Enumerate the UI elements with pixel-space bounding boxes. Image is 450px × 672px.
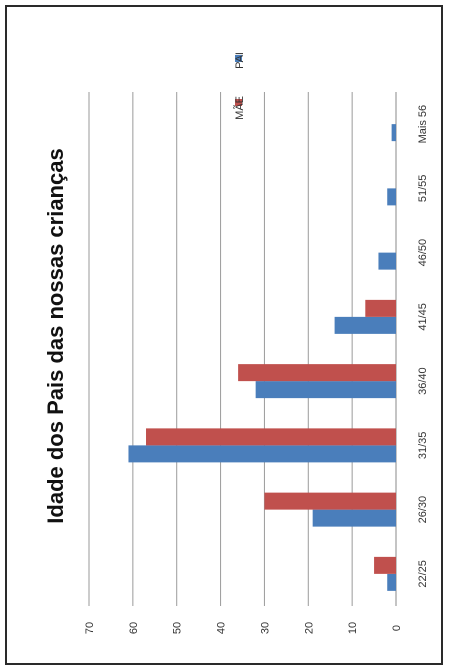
category-tick-label: 46/50 <box>417 239 429 267</box>
legend-swatch <box>235 55 242 62</box>
chart-title: Idade dos Pais das nossas crianças <box>43 148 68 523</box>
gridlines <box>88 92 397 606</box>
bar-pai <box>387 573 396 591</box>
bar-mae <box>374 556 396 574</box>
legend-swatch <box>235 99 242 106</box>
bar-pai <box>391 124 396 142</box>
bar-pai <box>334 316 396 334</box>
legend-label: MÃE <box>233 96 246 120</box>
value-axis-ticks: 0 10 20 30 40 50 60 70 <box>84 622 403 634</box>
category-axis-labels: 22/25 26/30 31/35 36/40 41/45 46/50 51/55 Mais … <box>417 105 429 588</box>
value-tick-label: 60 <box>128 622 140 634</box>
bar-mae <box>365 299 396 317</box>
category-tick-label: 36/40 <box>417 367 429 395</box>
value-tick-label: 30 <box>259 622 271 634</box>
category-tick-label: 22/25 <box>417 560 429 588</box>
value-tick-label: 20 <box>303 622 315 634</box>
value-tick-label: 0 <box>391 625 403 631</box>
legend: PAI MÃE <box>233 52 246 120</box>
bar-pai <box>128 445 396 463</box>
legend-label: PAI <box>234 52 246 69</box>
value-tick-label: 10 <box>347 622 359 634</box>
category-tick-label: 51/55 <box>417 175 429 203</box>
bar-mae <box>264 492 396 510</box>
bar-pai <box>312 509 396 527</box>
category-tick-label: Mais 56 <box>417 105 429 144</box>
bar-mae <box>146 428 396 446</box>
bar-pai <box>255 381 396 399</box>
chart-frame <box>5 5 443 665</box>
bar-pai <box>378 252 396 270</box>
value-tick-label: 50 <box>172 622 184 634</box>
bar-pai <box>387 188 396 206</box>
value-tick-label: 70 <box>84 622 96 634</box>
bars <box>128 124 396 591</box>
bar-mae <box>238 364 396 382</box>
category-tick-label: 31/35 <box>417 432 429 460</box>
category-tick-label: 26/30 <box>417 496 429 524</box>
category-tick-label: 41/45 <box>417 303 429 331</box>
value-tick-label: 40 <box>216 622 228 634</box>
